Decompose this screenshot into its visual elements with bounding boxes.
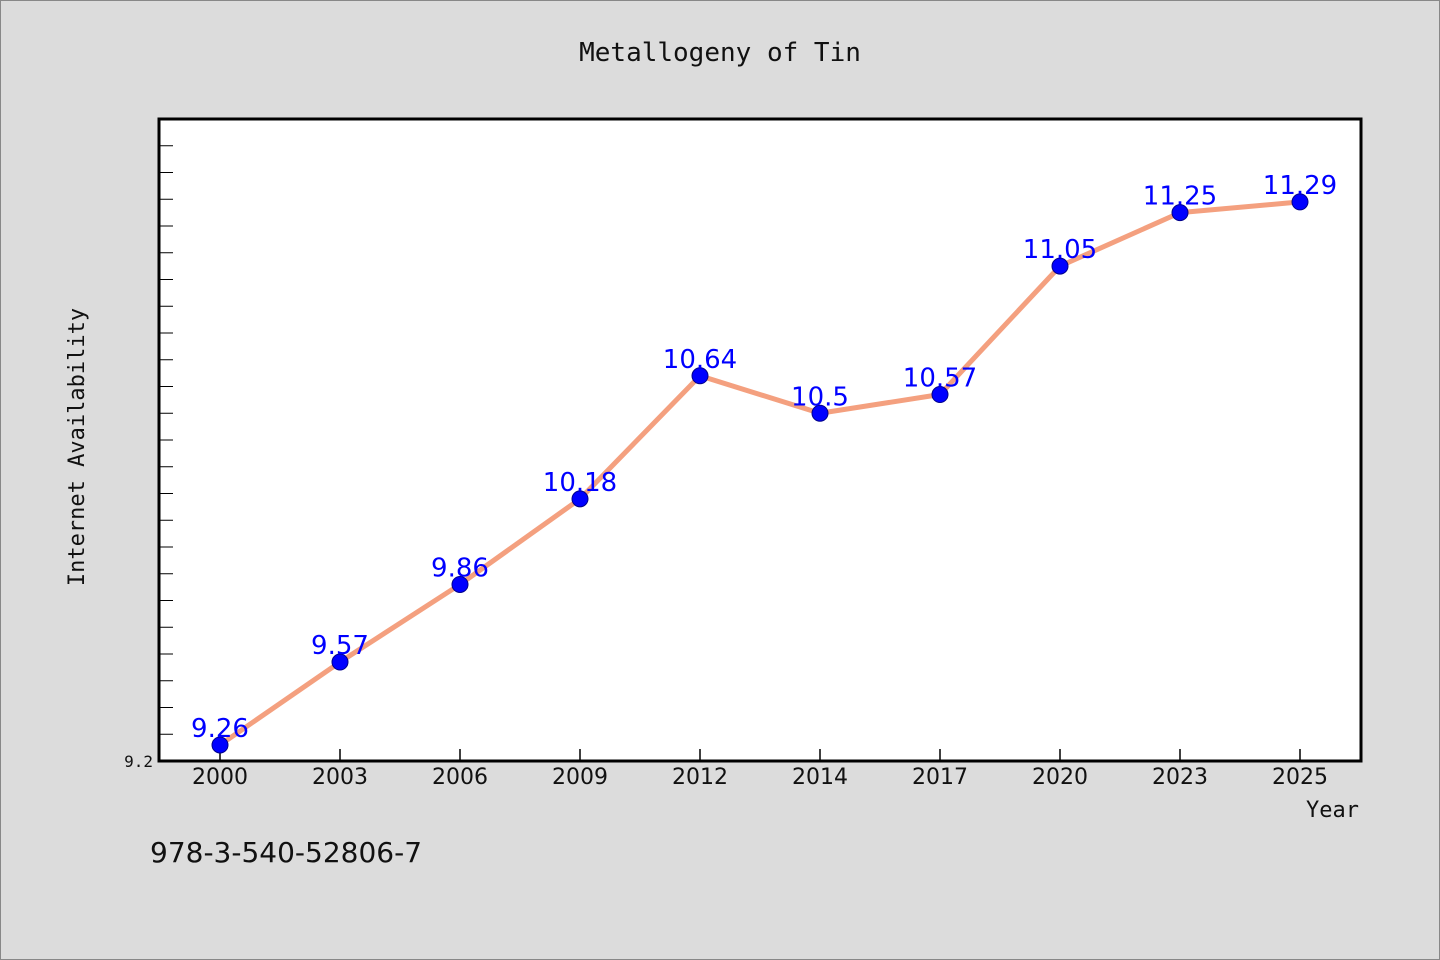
data-point	[1291, 193, 1309, 211]
series-line	[217, 199, 1303, 748]
data-point	[1051, 257, 1069, 275]
x-tick-label: 2023	[1152, 765, 1208, 790]
y-tick-label: 9.2	[124, 752, 153, 771]
data-point	[931, 386, 949, 404]
x-tick-label: 2025	[1272, 765, 1328, 790]
data-label: 10.18	[543, 468, 617, 498]
data-label: 11.29	[1263, 171, 1337, 201]
data-point	[451, 575, 469, 593]
x-tick-label: 2012	[672, 765, 728, 790]
x-tick-label: 2009	[552, 765, 608, 790]
data-label: 9.26	[191, 714, 249, 744]
data-point	[811, 404, 829, 422]
chart-title: Metallogeny of Tin	[579, 38, 861, 68]
x-tick-label: 2020	[1032, 765, 1088, 790]
data-point	[691, 367, 709, 385]
data-label: 10.64	[663, 345, 737, 375]
data-label: 9.57	[311, 631, 369, 661]
plot-area	[157, 117, 1363, 763]
data-label: 11.05	[1023, 235, 1097, 265]
x-axis-label: Year	[1306, 798, 1359, 823]
series-layer: 9.26 9.57 9.86 10.18 10.64 10.5 10.57 11.05 11.2…	[191, 171, 1337, 754]
data-point	[1171, 204, 1189, 222]
x-tick-label: 2006	[432, 765, 488, 790]
data-label: 9.86	[431, 553, 489, 583]
data-point	[331, 653, 349, 671]
x-tick-label: 2000	[192, 765, 248, 790]
footer-text: 978-3-540-52806-7	[150, 836, 422, 869]
x-tick-label: 2017	[912, 765, 968, 790]
y-axis-label: Internet Availability	[65, 308, 90, 586]
y-axis-ticks: 9.2	[124, 118, 173, 771]
data-label: 10.5	[791, 382, 849, 412]
data-label: 10.57	[903, 364, 977, 394]
x-axis-ticks: 2000 2003 2006 2009 2012 2014 2017 2020 2023 2025	[192, 749, 1328, 790]
data-label: 11.25	[1143, 182, 1217, 212]
x-tick-label: 2014	[792, 765, 848, 790]
data-point	[571, 490, 589, 508]
x-tick-label: 2003	[312, 765, 368, 790]
data-point	[211, 736, 229, 754]
